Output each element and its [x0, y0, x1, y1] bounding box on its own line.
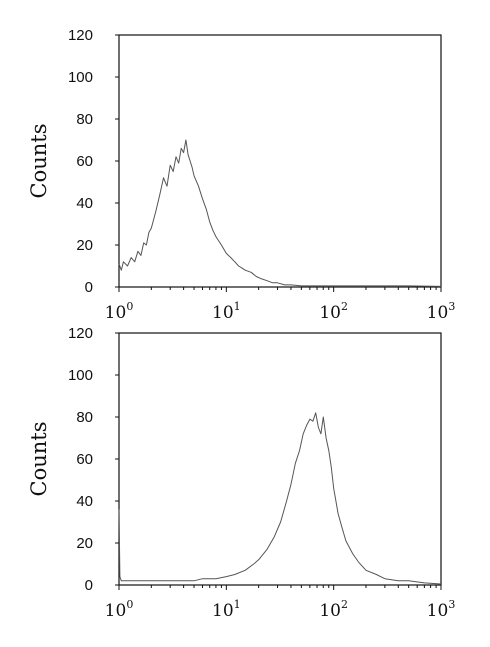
y-tick-label: 80	[76, 409, 93, 426]
y-tick-label: 40	[76, 493, 93, 510]
y-tick-label: 120	[68, 27, 93, 44]
x-tick-label: 100	[105, 598, 134, 621]
histogram-series-line	[118, 139, 442, 287]
x-tick-label: 103	[427, 598, 456, 621]
y-tick-label: 60	[76, 451, 93, 468]
x-tick-label: 103	[427, 300, 456, 323]
y-tick-label: 60	[76, 153, 93, 170]
x-tick-label: 100	[105, 300, 134, 323]
y-tick-label: 20	[76, 237, 93, 254]
plot-frame	[118, 332, 442, 586]
y-tick-label: 0	[85, 279, 93, 296]
y-axis-label: Counts	[27, 124, 51, 199]
y-tick-label: 100	[68, 69, 93, 86]
x-tick-label: 102	[319, 598, 348, 621]
histogram-series-line	[118, 412, 442, 585]
y-tick-label: 20	[76, 535, 93, 552]
histogram-panel-bottom: Counts 0 20 40 60 80 100 120 100 101 102 103	[27, 325, 455, 621]
plot-frame	[118, 34, 442, 288]
y-tick-label: 100	[68, 367, 93, 384]
y-tick-label: 40	[76, 195, 93, 212]
y-tick-label: 80	[76, 111, 93, 128]
histogram-panel-top: Counts 0 20 40 60 80 100 120 100 101 102 103	[27, 27, 455, 323]
x-tick-label: 102	[319, 300, 348, 323]
y-axis-label: Counts	[27, 422, 51, 497]
y-tick-label: 0	[85, 577, 93, 594]
y-tick-label: 120	[68, 325, 93, 342]
x-tick-label: 101	[212, 598, 241, 621]
x-tick-label: 101	[212, 300, 241, 323]
